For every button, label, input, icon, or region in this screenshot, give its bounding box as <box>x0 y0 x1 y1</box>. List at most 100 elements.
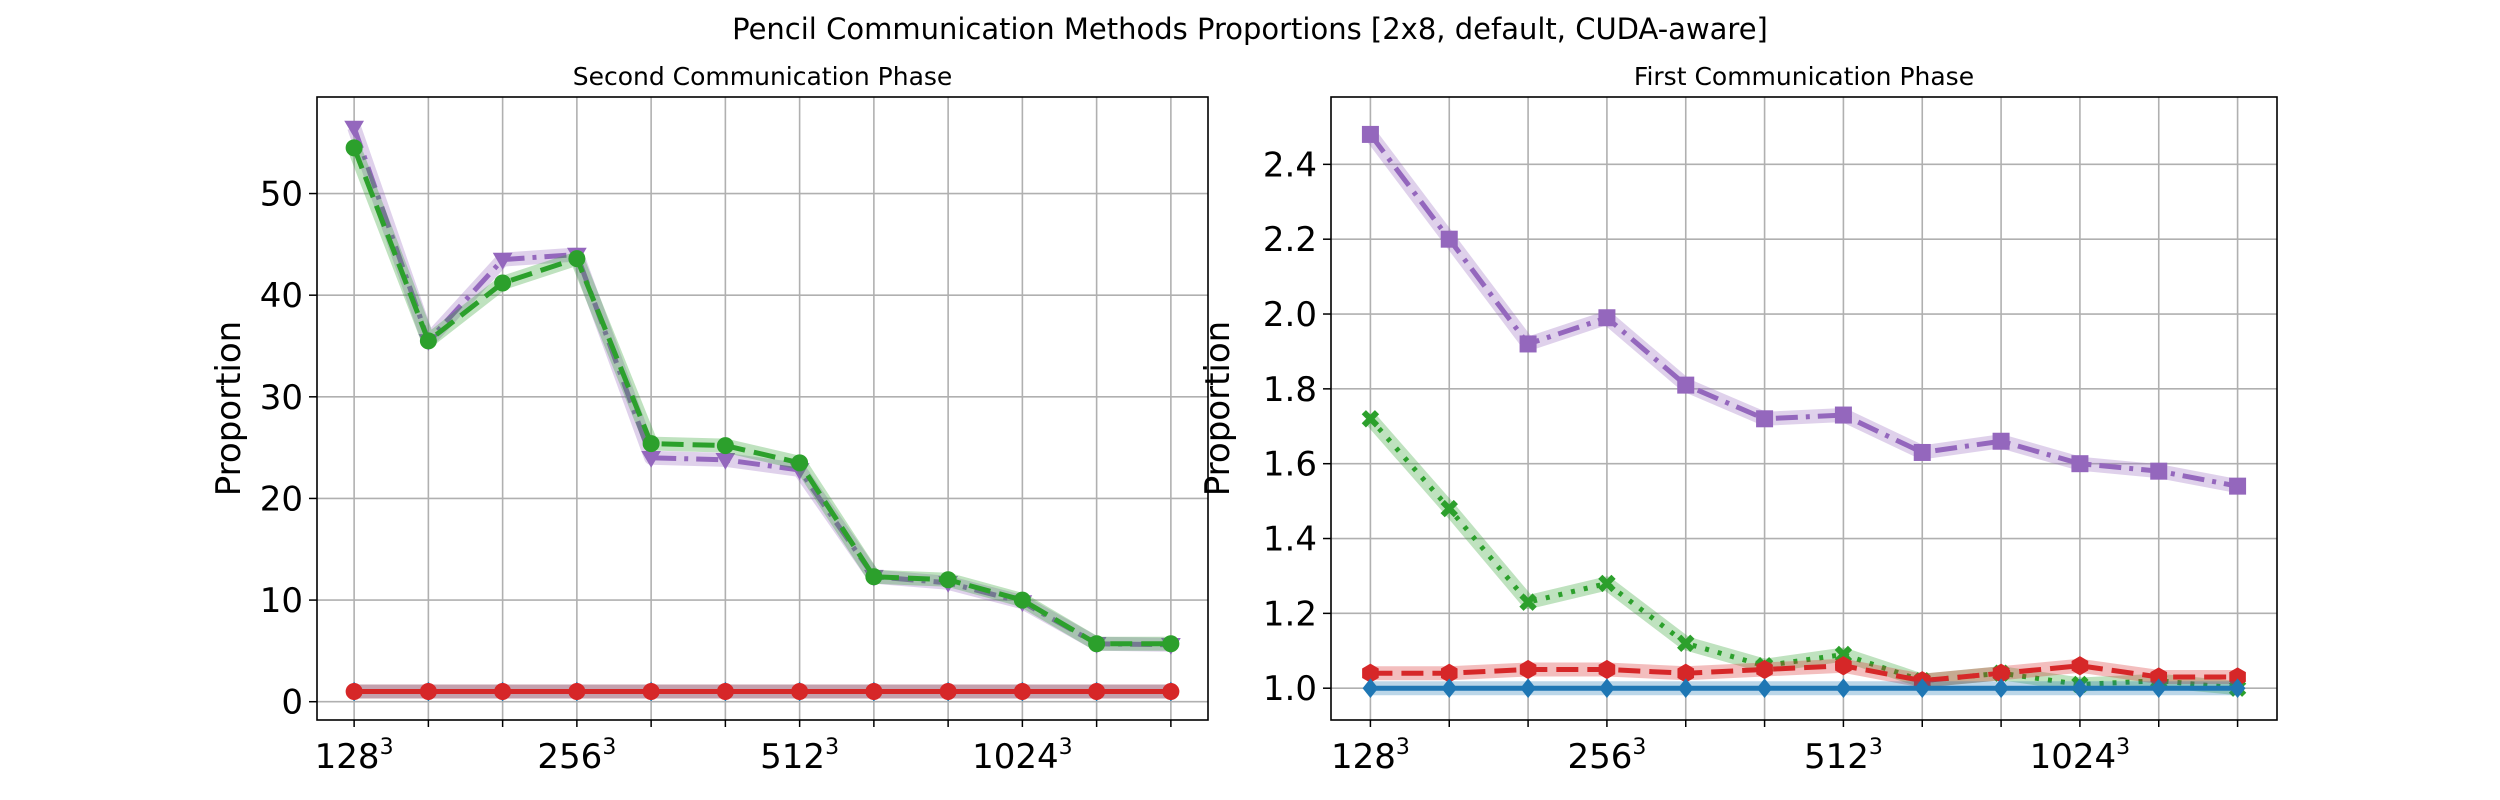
y-tick-label: 1.4 <box>1263 520 1317 560</box>
x-tick-label: 10243 <box>2030 735 2131 777</box>
y-tick-label: 20 <box>260 479 303 519</box>
data-point <box>345 683 363 701</box>
data-point <box>2072 678 2088 698</box>
data-point <box>791 454 809 472</box>
data-point <box>1520 678 1536 698</box>
data-point <box>2150 678 2167 698</box>
data-point <box>568 250 586 268</box>
data-point <box>1756 659 1773 680</box>
series-line <box>351 146 1171 647</box>
figure-title: Pencil Communication Methods Proportions… <box>732 12 1768 46</box>
data-point <box>2150 462 2168 480</box>
data-point <box>1519 659 1537 680</box>
x-tick-label: 10243 <box>972 735 1073 777</box>
data-point <box>1519 593 1537 611</box>
data-point <box>419 683 437 701</box>
data-point <box>716 437 734 455</box>
data-point <box>1440 499 1458 518</box>
subplot-title: Second Communication Phase <box>573 62 953 91</box>
y-tick-label: 1.0 <box>1263 669 1317 709</box>
y-tick-label: 50 <box>260 175 303 215</box>
data-point <box>791 683 809 701</box>
data-point <box>1361 125 1379 143</box>
data-point <box>1834 406 1852 424</box>
plot-panel-2: 1283 2563 5123 10243 1.0 1.2 1.4 1.6 1.8 2.0 2.2 2.… <box>1198 62 2278 777</box>
data-point <box>568 683 586 701</box>
data-point <box>1162 635 1180 653</box>
x-tick-label: 5123 <box>760 735 839 777</box>
data-point <box>1677 678 1694 698</box>
data-point <box>345 139 363 157</box>
data-point <box>2229 678 2246 698</box>
data-point <box>2229 477 2247 495</box>
x-tick-label: 1283 <box>315 735 394 777</box>
data-point <box>1362 678 1379 698</box>
x-tick-label: 1283 <box>1331 735 1410 777</box>
data-point <box>1013 591 1031 609</box>
data-point <box>1361 410 1380 428</box>
series-1 <box>1361 125 2247 495</box>
data-point <box>1835 656 1852 676</box>
plot-panel-1: 1283 2563 5123 10243 0 10 20 30 40 50 Second Commu… <box>209 62 1209 777</box>
axes-frame <box>1330 96 2278 721</box>
data-point <box>2071 656 2089 676</box>
data-point <box>419 332 437 350</box>
x-tick-label: 2563 <box>537 735 616 777</box>
data-point <box>1756 678 1773 698</box>
axes-frame <box>316 96 1209 721</box>
data-point <box>1598 574 1616 593</box>
series-line <box>1368 417 2238 691</box>
data-point <box>1914 678 1931 698</box>
series-4 <box>345 683 1180 701</box>
data-point <box>1441 678 1458 698</box>
data-point <box>642 683 660 701</box>
data-point <box>1835 678 1852 698</box>
y-tick-label: 2.0 <box>1263 295 1317 335</box>
data-point <box>642 435 660 453</box>
series-line <box>1370 663 2238 684</box>
data-point <box>1598 659 1616 680</box>
data-point <box>344 120 364 138</box>
y-tick-label: 30 <box>260 378 303 418</box>
y-axis-label: Proportion <box>209 321 249 496</box>
series-4 <box>1362 678 2246 698</box>
data-point <box>716 683 734 701</box>
data-point <box>1599 678 1615 698</box>
data-point <box>494 274 512 292</box>
data-point <box>939 571 957 589</box>
y-tick-label: 10 <box>260 581 303 621</box>
data-point <box>1013 683 1031 701</box>
data-point <box>865 683 883 701</box>
data-point <box>1088 635 1106 653</box>
data-point <box>492 252 513 270</box>
series-2 <box>345 139 1180 653</box>
y-tick-label: 40 <box>260 276 303 316</box>
y-tick-label: 0 <box>281 683 303 723</box>
data-point <box>1913 443 1931 461</box>
data-point <box>1992 432 2010 450</box>
data-point <box>1677 376 1695 394</box>
x-tick-label: 2563 <box>1567 735 1646 777</box>
y-tick-label: 1.8 <box>1263 370 1317 410</box>
y-axis-label: Proportion <box>1198 321 1238 496</box>
series-line <box>1368 132 2239 489</box>
y-tick-label: 1.6 <box>1263 445 1317 485</box>
y-tick-label: 1.2 <box>1263 594 1317 634</box>
plot-area <box>317 97 1208 720</box>
data-point <box>1756 410 1774 428</box>
data-point <box>1162 683 1180 701</box>
subplot-title: First Communication Phase <box>1634 62 1974 91</box>
data-point <box>1088 683 1106 701</box>
data-point <box>494 683 512 701</box>
y-tick-label: 2.4 <box>1263 145 1317 185</box>
y-tick-label: 2.2 <box>1263 220 1317 260</box>
x-tick-label: 5123 <box>1804 735 1883 777</box>
data-point <box>865 568 883 586</box>
data-point <box>1440 230 1458 248</box>
data-point <box>1519 335 1537 353</box>
data-point <box>1598 309 1616 327</box>
data-point <box>2071 455 2089 473</box>
plot-area <box>1331 97 2277 720</box>
data-point <box>1993 678 2009 698</box>
